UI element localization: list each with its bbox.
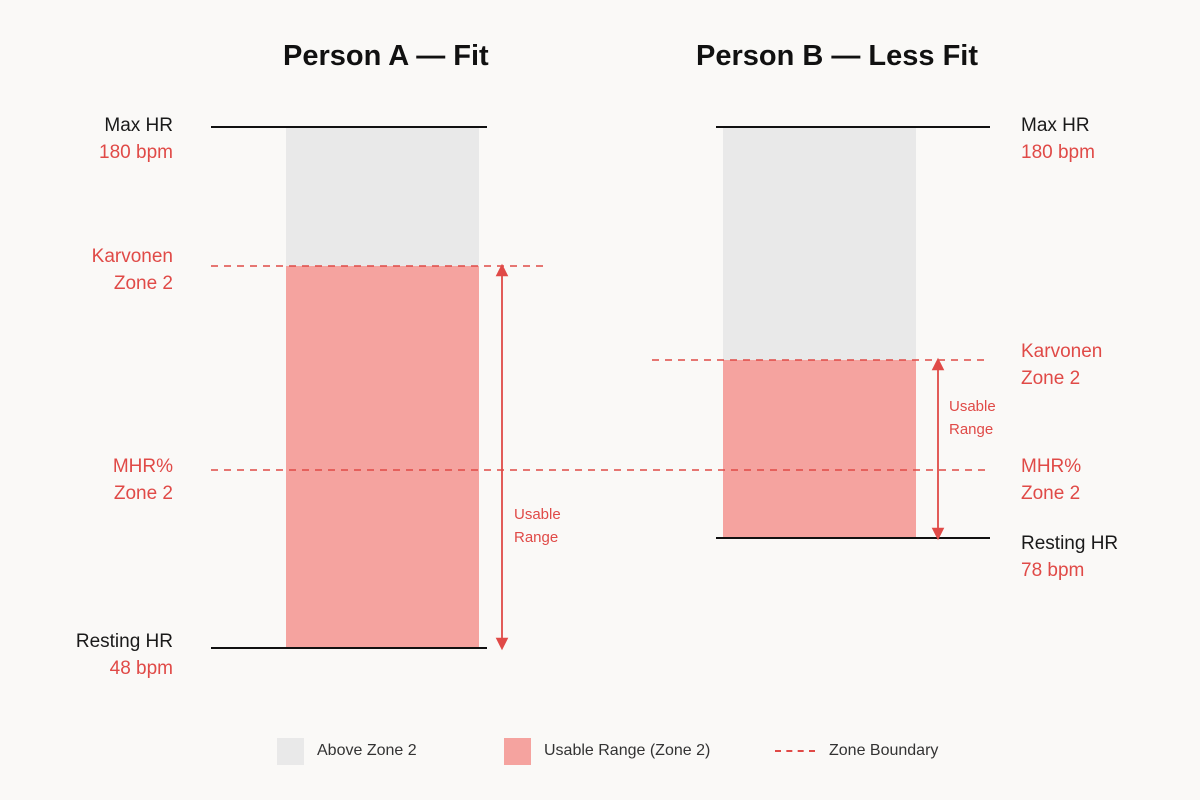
person-a-karvonen-line2: Zone 2 <box>113 273 173 294</box>
person-a-resting-hr-label: Resting HR 48 bpm <box>76 628 173 682</box>
person-b-mhr-line1: MHR% <box>1021 456 1082 477</box>
person-b-usable-line2: Range <box>949 421 994 438</box>
person-b-karvonen-line1: Karvonen <box>1021 341 1103 362</box>
person-b-karvonen-label: Karvonen Zone 2 <box>1021 338 1102 392</box>
person-a-resting-hr-text: Resting HR <box>75 631 173 652</box>
person-b-mhr-line2: Zone 2 <box>1021 483 1081 504</box>
person-a-above-zone-bar <box>286 128 479 266</box>
person-b-usable-line1: Usable <box>949 398 996 415</box>
legend-zone-boundary: Zone Boundary <box>775 736 938 766</box>
person-a-usable-line1: Usable <box>514 506 561 523</box>
person-b-karvonen-line2: Zone 2 <box>1021 368 1081 389</box>
person-b-usable-range-label: Usable Range <box>949 395 996 441</box>
person-b-resting-hr-label: Resting HR 78 bpm <box>1021 530 1118 584</box>
legend-boundary-swatch <box>775 750 815 752</box>
person-a-max-hr-value: 180 bpm <box>99 142 173 163</box>
person-a-usable-line2: Range <box>514 529 559 546</box>
person-a-usable-range-label: Usable Range <box>514 503 561 549</box>
person-a-karvonen-label: Karvonen Zone 2 <box>92 243 173 297</box>
person-b-max-hr-label: Max HR 180 bpm <box>1021 112 1095 166</box>
person-b-resting-hr-value: 78 bpm <box>1021 560 1085 581</box>
person-b-above-zone-bar <box>723 128 916 360</box>
legend-usable-text: Usable Range (Zone 2) <box>544 742 711 759</box>
person-a-resting-hr-value: 48 bpm <box>109 658 173 679</box>
person-a-karvonen-line1: Karvonen <box>91 246 173 267</box>
person-a-mhr-line1: MHR% <box>112 456 173 477</box>
person-b-usable-range-bar <box>723 360 916 538</box>
person-a-usable-range-bar <box>286 266 479 648</box>
person-a-max-hr-label: Max HR 180 bpm <box>99 112 173 166</box>
person-a-title: Person A — Fit <box>283 40 489 72</box>
person-a-mhr-line2: Zone 2 <box>113 483 173 504</box>
person-b-title: Person B — Less Fit <box>696 40 979 72</box>
legend-above-zone: Above Zone 2 <box>277 736 417 766</box>
legend-usable-range: Usable Range (Zone 2) <box>504 736 710 766</box>
person-b-mhr-label: MHR% Zone 2 <box>1021 453 1081 507</box>
person-b-max-hr-value: 180 bpm <box>1021 142 1095 163</box>
person-b-resting-hr-text: Resting HR <box>1021 533 1119 554</box>
legend-above-swatch <box>277 737 304 765</box>
legend-usable-swatch <box>504 737 531 765</box>
legend-above-text: Above Zone 2 <box>317 742 417 759</box>
person-b-max-hr-text: Max HR <box>1021 115 1090 136</box>
person-a-mhr-label: MHR% Zone 2 <box>113 453 173 507</box>
legend-boundary-text: Zone Boundary <box>829 742 939 759</box>
person-a-max-hr-text: Max HR <box>104 115 173 136</box>
